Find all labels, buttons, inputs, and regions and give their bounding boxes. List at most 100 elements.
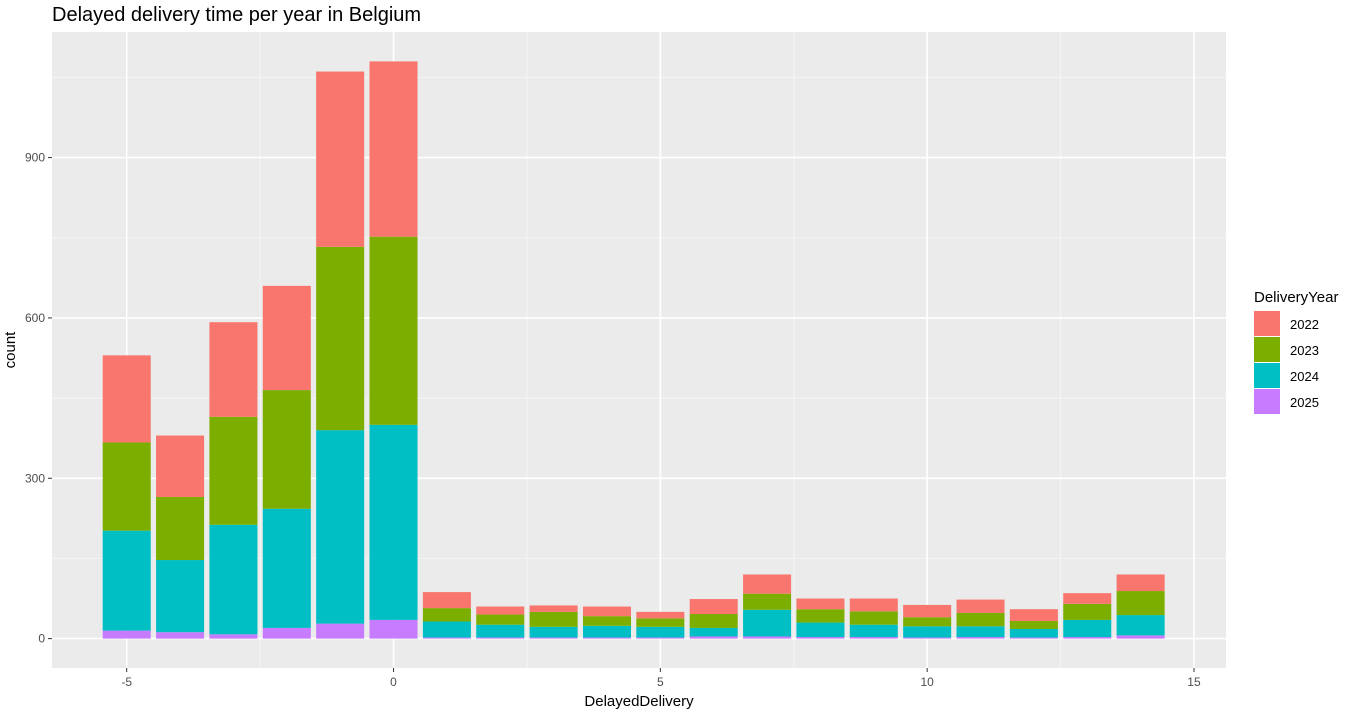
bar-segment-2023	[956, 612, 1005, 627]
y-tick-label: 600	[25, 311, 45, 325]
bar-segment-2022	[369, 61, 418, 237]
bar-segment-2024	[422, 621, 471, 638]
bar-segment-2023	[1063, 603, 1112, 620]
bar-segment-2022	[1116, 574, 1165, 592]
bar-segment-2022	[422, 592, 471, 609]
legend-label-2025: 2025	[1290, 395, 1319, 410]
bar-segment-2025	[1116, 635, 1165, 639]
bar-segment-2022	[1063, 593, 1112, 604]
bar-segment-2025	[743, 636, 792, 639]
y-tick-label: 300	[25, 471, 45, 485]
bar-segment-2025	[689, 636, 738, 639]
bars	[102, 61, 1165, 639]
y-axis: 0 300 600 900	[25, 151, 52, 646]
legend-title: DeliveryYear	[1254, 289, 1339, 306]
bar-segment-2023	[689, 614, 738, 628]
bar-segment-2025	[956, 637, 1005, 639]
bar-segment-2023	[316, 246, 365, 431]
bar-segment-2024	[476, 624, 525, 638]
bar-segment-2022	[636, 611, 685, 619]
bar-segment-2025	[903, 637, 952, 639]
bar-segment-2022	[529, 605, 578, 612]
bar-segment-2025	[156, 632, 205, 639]
bar-segment-2023	[743, 593, 792, 610]
bar-segment-2022	[156, 435, 205, 497]
grid-minor	[52, 32, 1226, 668]
bar-segment-2023	[849, 611, 898, 625]
bar-segment-2022	[262, 285, 311, 391]
bar-segment-2023	[262, 390, 311, 509]
bar-segment-2025	[476, 637, 525, 639]
bar-segment-2023	[529, 611, 578, 627]
bar-segment-2025	[262, 627, 311, 639]
bar-segment-2025	[849, 637, 898, 639]
x-axis: -5 0 5 10 15	[121, 668, 1201, 689]
bar-segment-2024	[316, 430, 365, 624]
bar-segment-2022	[102, 355, 151, 443]
bar-segment-2023	[102, 442, 151, 531]
bar-segment-2022	[476, 606, 525, 615]
bar-segment-2022	[689, 599, 738, 615]
bar-segment-2024	[1009, 628, 1058, 638]
x-tick-label: 10	[920, 675, 934, 689]
bar-segment-2025	[582, 637, 631, 639]
legend: DeliveryYear 2022 2023 2024 2025	[1254, 289, 1339, 414]
bar-segment-2024	[102, 530, 151, 631]
legend-label-2022: 2022	[1290, 317, 1319, 332]
bar-segment-2025	[316, 623, 365, 639]
bar-segment-2024	[529, 626, 578, 638]
bar-segment-2023	[209, 416, 258, 525]
bar-segment-2024	[209, 524, 258, 635]
bar-segment-2025	[1063, 637, 1112, 639]
legend-label-2023: 2023	[1290, 343, 1319, 358]
bar-segment-2024	[636, 626, 685, 638]
legend-key-2022	[1254, 311, 1280, 336]
bar-segment-2025	[369, 619, 418, 639]
legend-key-2025	[1254, 389, 1280, 414]
x-axis-title: DelayedDelivery	[584, 693, 694, 710]
bar-segment-2023	[476, 614, 525, 625]
bar-segment-2025	[1009, 637, 1058, 639]
bar-segment-2023	[796, 609, 845, 623]
bar-segment-2023	[903, 617, 952, 627]
legend-key-2024	[1254, 363, 1280, 388]
bar-segment-2023	[1009, 620, 1058, 629]
bar-segment-2024	[369, 424, 418, 620]
bar-segment-2022	[209, 322, 258, 417]
bar-segment-2022	[582, 606, 631, 617]
bar-segment-2024	[849, 624, 898, 638]
bar-segment-2022	[849, 598, 898, 612]
chart-title: Delayed delivery time per year in Belgiu…	[52, 4, 421, 26]
bar-segment-2024	[796, 622, 845, 638]
bar-segment-2022	[743, 574, 792, 594]
bar-segment-2024	[1116, 615, 1165, 636]
y-axis-title: count	[2, 331, 19, 369]
legend-key-2023	[1254, 337, 1280, 362]
bar-segment-2025	[529, 637, 578, 639]
bar-segment-2023	[1116, 591, 1165, 616]
bar-segment-2025	[422, 637, 471, 639]
bar-segment-2025	[209, 634, 258, 639]
x-tick-label: 0	[390, 675, 397, 689]
bar-segment-2024	[743, 609, 792, 637]
bar-segment-2024	[1063, 619, 1112, 638]
bar-segment-2024	[156, 560, 205, 633]
x-tick-label: 5	[657, 675, 664, 689]
bar-segment-2024	[689, 627, 738, 637]
bar-segment-2025	[636, 637, 685, 639]
y-tick-label: 0	[38, 632, 45, 646]
bar-segment-2022	[956, 599, 1005, 613]
bar-segment-2023	[369, 236, 418, 425]
bar-segment-2024	[903, 626, 952, 638]
bar-segment-2023	[422, 608, 471, 622]
y-tick-label: 900	[25, 151, 45, 165]
bar-segment-2024	[582, 625, 631, 638]
bar-segment-2022	[796, 598, 845, 610]
bar-segment-2022	[1009, 609, 1058, 621]
bar-segment-2025	[102, 630, 151, 639]
x-tick-label: -5	[121, 675, 132, 689]
bar-segment-2023	[636, 618, 685, 627]
legend-label-2024: 2024	[1290, 369, 1319, 384]
bar-segment-2022	[316, 71, 365, 247]
